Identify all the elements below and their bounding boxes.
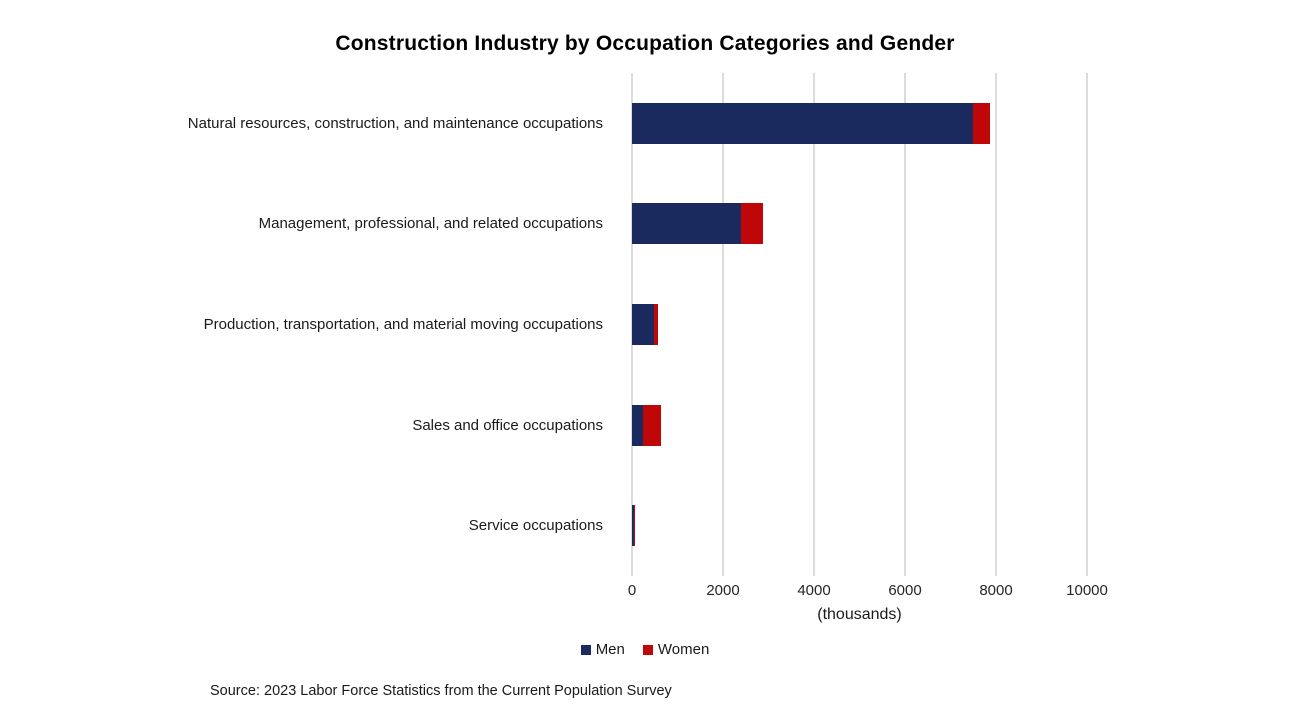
- bar-stack: [632, 404, 1087, 446]
- bar-row: [632, 274, 1087, 375]
- x-tick-label: 0: [627, 582, 637, 599]
- legend-item-women: Women: [642, 641, 710, 658]
- x-tick-label: 6000: [888, 582, 922, 599]
- category-axis-labels: Natural resources, construction, and mai…: [0, 73, 617, 576]
- category-label: Service occupations: [468, 517, 603, 535]
- category-label: Management, professional, and related oc…: [258, 215, 603, 233]
- bar-segment-men: [632, 505, 634, 547]
- x-tick-label: 10000: [1066, 582, 1108, 599]
- x-tick-label: 4000: [797, 582, 831, 599]
- x-tick-label: 2000: [706, 582, 740, 599]
- category-label: Sales and office occupations: [412, 416, 603, 434]
- bar-stack: [632, 505, 1087, 547]
- x-tick-label: 8000: [979, 582, 1013, 599]
- bar-row: [632, 174, 1087, 275]
- bar-stack: [632, 203, 1087, 245]
- bar-segment-men: [632, 303, 655, 345]
- gridline: [1086, 73, 1088, 576]
- x-axis-unit-label: (thousands): [817, 606, 902, 623]
- gridline: [722, 73, 724, 576]
- gridline: [995, 73, 997, 576]
- chart-title: Construction Industry by Occupation Cate…: [335, 32, 955, 55]
- legend-label: Men: [595, 641, 625, 658]
- legend-item-men: Men: [580, 641, 625, 658]
- plot-area: [631, 73, 1088, 576]
- bar-segment-women: [740, 203, 764, 245]
- category-label: Production, transportation, and material…: [203, 315, 603, 333]
- bar-row: [632, 475, 1087, 576]
- bar-segment-men: [632, 404, 644, 446]
- gridline: [813, 73, 815, 576]
- bar-row: [632, 375, 1087, 476]
- bar-segment-women: [654, 303, 659, 345]
- bar-segment-women: [643, 404, 662, 446]
- x-axis-tick-labels: 0 2000 4000 6000 8000 10000: [628, 582, 1108, 602]
- bar-segment-women: [972, 102, 991, 144]
- bar-stack: [632, 102, 1087, 144]
- category-label: Natural resources, construction, and mai…: [187, 114, 603, 132]
- legend: Men Women: [0, 641, 1290, 658]
- bar-row: [632, 73, 1087, 174]
- legend-label: Women: [657, 641, 710, 658]
- bar-stack: [632, 303, 1087, 345]
- legend-swatch-men: [580, 644, 591, 655]
- gridline: [904, 73, 906, 576]
- bars-layer: [632, 73, 1087, 576]
- source-note: Source: 2023 Labor Force Statistics from…: [210, 683, 672, 699]
- bar-segment-men: [632, 102, 973, 144]
- bar-segment-women: [633, 505, 636, 547]
- legend-swatch-women: [642, 644, 653, 655]
- bar-segment-men: [632, 203, 741, 245]
